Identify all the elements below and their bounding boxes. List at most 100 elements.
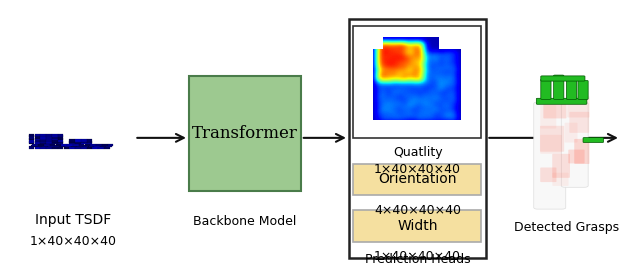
Bar xyxy=(79,144,84,146)
Bar xyxy=(40,138,46,140)
Bar xyxy=(58,142,63,144)
Bar xyxy=(52,146,58,149)
Text: 4×40×40×40: 4×40×40×40 xyxy=(374,204,461,217)
Bar xyxy=(29,142,35,144)
Bar xyxy=(52,142,58,144)
Bar xyxy=(35,146,40,149)
Text: Quatlity: Quatlity xyxy=(393,146,442,159)
Bar xyxy=(75,141,81,143)
Bar xyxy=(29,136,35,139)
Bar xyxy=(93,146,98,149)
Text: 1×40×40×40: 1×40×40×40 xyxy=(374,250,461,263)
Bar xyxy=(58,136,63,139)
Bar xyxy=(100,145,106,147)
Bar xyxy=(104,146,109,149)
Bar xyxy=(50,144,56,146)
Bar xyxy=(38,144,44,146)
Bar xyxy=(99,146,104,149)
FancyBboxPatch shape xyxy=(561,102,588,187)
Bar xyxy=(36,145,42,147)
FancyBboxPatch shape xyxy=(541,76,585,81)
Bar xyxy=(44,144,50,146)
Bar xyxy=(67,144,73,146)
Bar xyxy=(42,145,48,147)
FancyBboxPatch shape xyxy=(564,123,577,143)
Bar xyxy=(52,139,58,142)
FancyBboxPatch shape xyxy=(540,135,562,154)
Bar xyxy=(61,144,67,146)
Bar xyxy=(46,136,52,139)
Bar xyxy=(40,133,46,136)
FancyBboxPatch shape xyxy=(349,19,486,258)
Bar xyxy=(29,138,35,140)
Bar xyxy=(46,141,52,143)
Bar xyxy=(108,144,113,146)
Bar xyxy=(35,141,40,143)
FancyBboxPatch shape xyxy=(353,164,481,195)
Bar xyxy=(40,142,46,144)
FancyBboxPatch shape xyxy=(554,75,564,99)
Text: 1×40×40×40: 1×40×40×40 xyxy=(30,235,117,248)
Bar xyxy=(77,145,83,147)
Bar xyxy=(35,142,40,144)
Bar xyxy=(83,145,88,147)
Bar xyxy=(48,145,54,147)
Bar xyxy=(35,138,40,140)
FancyBboxPatch shape xyxy=(353,26,481,138)
Bar xyxy=(81,139,86,142)
Bar xyxy=(40,135,46,137)
Bar xyxy=(29,133,35,136)
Bar xyxy=(46,139,52,142)
FancyBboxPatch shape xyxy=(552,173,568,186)
FancyBboxPatch shape xyxy=(566,78,577,99)
Bar xyxy=(86,139,92,142)
FancyBboxPatch shape xyxy=(567,96,589,117)
Bar xyxy=(35,136,40,139)
Bar xyxy=(69,141,75,143)
Bar xyxy=(29,141,35,143)
Bar xyxy=(52,138,58,140)
Bar xyxy=(46,135,52,137)
Bar xyxy=(58,146,63,149)
Bar xyxy=(52,136,58,139)
Bar xyxy=(58,141,63,143)
Bar xyxy=(40,139,46,142)
Bar xyxy=(84,144,90,146)
Bar xyxy=(40,146,46,149)
Bar xyxy=(69,146,75,149)
Bar xyxy=(29,146,35,149)
Bar xyxy=(31,145,36,147)
Text: Detected Grasps: Detected Grasps xyxy=(514,221,619,235)
Bar xyxy=(52,135,58,137)
Bar xyxy=(46,133,52,136)
Bar xyxy=(69,142,75,144)
Bar xyxy=(96,144,102,146)
Bar xyxy=(40,141,46,143)
FancyBboxPatch shape xyxy=(552,154,570,178)
Bar xyxy=(75,142,81,144)
Bar xyxy=(58,139,63,142)
FancyBboxPatch shape xyxy=(541,79,551,99)
FancyBboxPatch shape xyxy=(540,126,564,152)
Bar xyxy=(35,139,40,142)
FancyBboxPatch shape xyxy=(534,102,566,209)
FancyBboxPatch shape xyxy=(540,168,556,182)
Bar xyxy=(56,144,61,146)
FancyBboxPatch shape xyxy=(189,76,301,191)
FancyBboxPatch shape xyxy=(578,81,588,99)
Bar xyxy=(90,144,96,146)
Bar xyxy=(81,142,86,144)
Bar xyxy=(29,135,35,137)
Bar xyxy=(52,141,58,143)
Bar xyxy=(54,145,60,147)
Bar xyxy=(71,145,77,147)
Text: Input TSDF: Input TSDF xyxy=(35,213,112,227)
FancyBboxPatch shape xyxy=(536,98,587,104)
FancyBboxPatch shape xyxy=(543,104,566,118)
Bar xyxy=(94,145,100,147)
Text: Transformer: Transformer xyxy=(192,125,298,142)
Bar xyxy=(46,146,52,149)
Bar xyxy=(86,146,92,149)
Bar xyxy=(46,138,52,140)
Text: Width: Width xyxy=(397,219,438,233)
